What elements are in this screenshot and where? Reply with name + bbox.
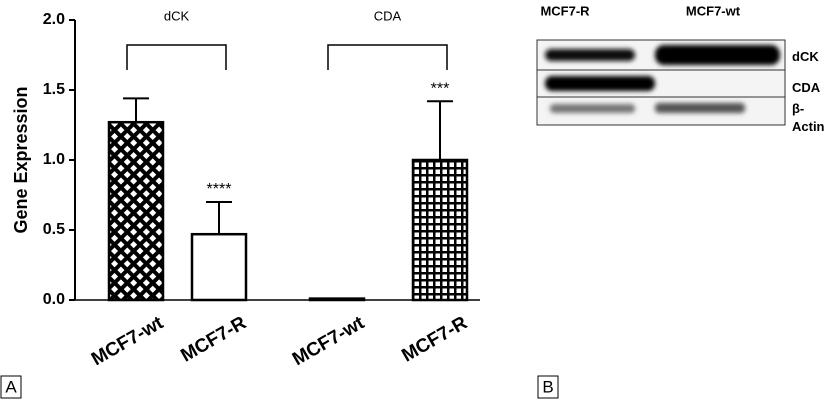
bar (190, 232, 248, 302)
bar (107, 120, 165, 302)
x-tick-label: MCF7-R (398, 312, 471, 366)
panel-label-box (0, 375, 22, 399)
y-axis-label: Gene Expression (11, 86, 31, 233)
blot-row-label: dCK (792, 49, 819, 64)
panel-label: A (5, 377, 17, 396)
blot-image (536, 39, 786, 126)
group-label: dCK (164, 8, 190, 23)
x-tick-label: MCF7-wt (88, 312, 168, 370)
x-tick-label: MCF7-R (177, 312, 250, 366)
y-tick-label: 0.0 (43, 291, 65, 308)
group-label: CDA (374, 8, 402, 23)
group-bracket (327, 44, 448, 70)
blot-column-label: MCF7-wt (686, 3, 741, 18)
panel-label-box (537, 375, 559, 399)
bar (411, 158, 469, 302)
blot-row-label: CDA (792, 80, 821, 95)
panel-label: B (542, 377, 553, 396)
blot-column-label: MCF7-R (540, 3, 590, 18)
group-bracket (126, 44, 227, 70)
y-tick-label: 1.5 (43, 81, 65, 98)
significance-label: **** (207, 181, 232, 198)
y-tick-label: 0.5 (43, 221, 65, 238)
blot-row-label: β-Actin (792, 101, 825, 134)
x-tick-label: MCF7-wt (289, 312, 369, 370)
y-tick-label: 2.0 (43, 11, 65, 28)
y-tick-label: 1.0 (43, 151, 65, 168)
significance-label: *** (431, 80, 450, 97)
